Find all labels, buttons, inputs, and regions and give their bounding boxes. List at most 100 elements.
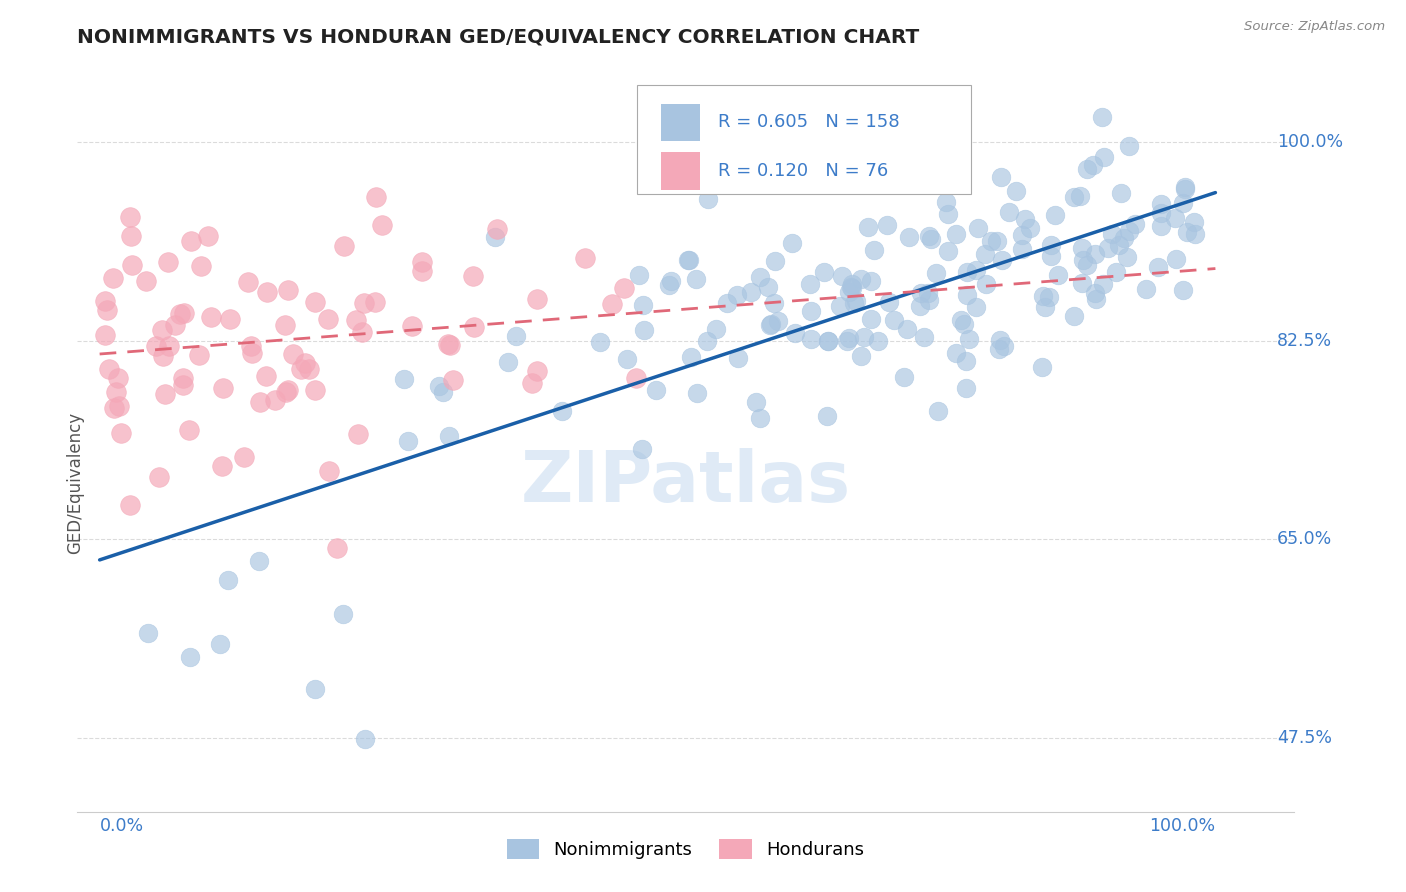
Point [1092, 277, 1115, 292]
Point [526, 292, 548, 306]
Point [1063, 310, 1085, 324]
Point [613, 281, 636, 295]
Point [209, 637, 232, 651]
Point [745, 395, 768, 409]
Point [363, 295, 385, 310]
Point [298, 362, 321, 376]
Point [411, 263, 433, 277]
Point [276, 385, 298, 400]
Point [294, 356, 316, 370]
Point [1039, 249, 1062, 263]
Point [249, 395, 271, 409]
Point [211, 459, 233, 474]
Point [441, 373, 464, 387]
Text: R = 0.605   N = 158: R = 0.605 N = 158 [718, 113, 900, 131]
Point [1011, 242, 1033, 256]
Point [103, 401, 125, 416]
Point [782, 236, 804, 251]
Point [949, 313, 972, 327]
Point [727, 351, 749, 365]
Text: 82.5%: 82.5% [1277, 332, 1331, 350]
Point [177, 423, 200, 437]
Point [101, 271, 124, 285]
Point [851, 272, 873, 286]
Point [332, 607, 354, 622]
Point [439, 338, 461, 352]
Point [817, 334, 839, 349]
Point [841, 281, 863, 295]
Text: 0.0%: 0.0% [100, 817, 143, 836]
Bar [661, 153, 700, 190]
Point [860, 274, 883, 288]
Point [956, 287, 979, 301]
Point [800, 303, 823, 318]
Point [107, 400, 129, 414]
Point [896, 322, 918, 336]
Text: GED/Equivalency: GED/Equivalency [66, 411, 84, 554]
Point [219, 312, 242, 326]
Point [920, 232, 942, 246]
Point [1018, 221, 1040, 235]
Point [841, 279, 863, 293]
Point [392, 372, 415, 386]
Point [526, 363, 548, 377]
Point [153, 386, 176, 401]
Point [333, 238, 356, 252]
Point [1063, 190, 1085, 204]
Point [974, 247, 997, 261]
Point [624, 371, 647, 385]
Point [845, 293, 868, 308]
Point [505, 328, 527, 343]
Point [1150, 197, 1173, 211]
Text: 65.0%: 65.0% [1277, 530, 1331, 549]
Point [910, 286, 932, 301]
Point [945, 227, 967, 241]
Point [172, 377, 194, 392]
Point [616, 352, 638, 367]
Point [94, 293, 117, 308]
Point [484, 229, 506, 244]
Point [917, 285, 939, 300]
Point [953, 318, 976, 332]
Point [877, 294, 900, 309]
Point [936, 207, 959, 221]
Point [1105, 265, 1128, 279]
Point [211, 381, 233, 395]
Point [156, 255, 179, 269]
Point [817, 334, 839, 349]
Point [290, 361, 312, 376]
Point [1109, 186, 1132, 200]
Point [935, 194, 957, 209]
Point [955, 265, 977, 279]
Point [831, 268, 853, 283]
Point [927, 403, 949, 417]
Point [957, 332, 980, 346]
FancyBboxPatch shape [637, 85, 972, 194]
Point [1118, 224, 1140, 238]
Point [1108, 238, 1130, 252]
Point [304, 681, 326, 696]
Point [169, 307, 191, 321]
Point [366, 190, 388, 204]
Point [273, 318, 295, 332]
Point [965, 300, 987, 314]
Point [1090, 111, 1112, 125]
Point [967, 220, 990, 235]
Point [955, 353, 977, 368]
Point [859, 312, 882, 326]
Point [1031, 360, 1053, 375]
Point [799, 277, 821, 292]
Point [749, 410, 772, 425]
Point [150, 323, 173, 337]
Point [396, 434, 419, 448]
Point [756, 279, 779, 293]
Point [1101, 227, 1123, 241]
Point [200, 310, 222, 324]
Point [976, 277, 998, 292]
Point [411, 255, 433, 269]
Point [281, 346, 304, 360]
Point [197, 229, 219, 244]
Point [852, 330, 875, 344]
Point [107, 371, 129, 385]
Point [136, 626, 159, 640]
